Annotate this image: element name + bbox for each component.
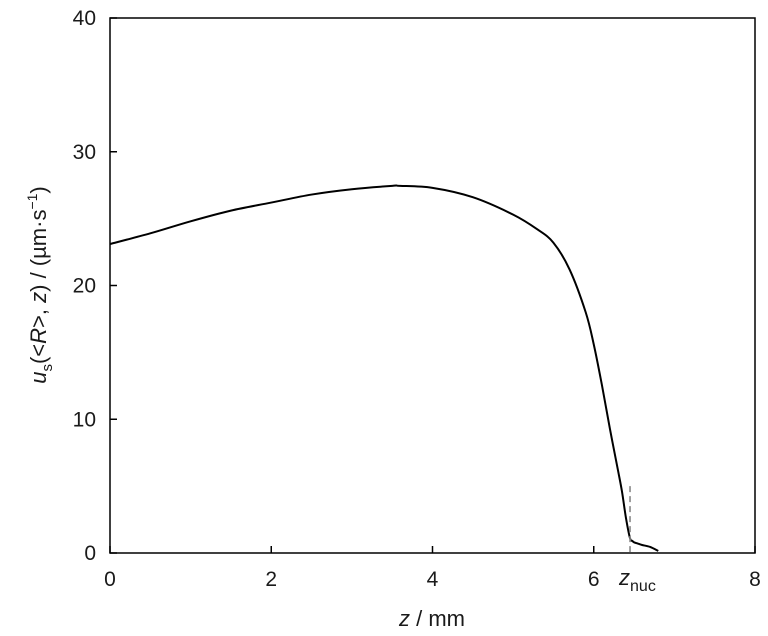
plot-area [109, 17, 756, 554]
axis-ticks: 0 2 4 6 8 0 10 20 30 40 [73, 7, 761, 591]
x-tick-label: 8 [749, 568, 761, 591]
y-tick-label: 0 [84, 542, 96, 565]
x-tick-label: 4 [427, 568, 439, 591]
x-tick-label: 2 [265, 568, 277, 591]
y-tick-label: 20 [73, 275, 96, 298]
z-nuc-label: znuc [618, 565, 656, 595]
x-tick-label: 0 [104, 568, 116, 591]
series-line [109, 184, 659, 552]
x-tick-label: 6 [588, 568, 600, 591]
y-tick-label: 10 [73, 408, 96, 431]
y-tick-label: 30 [73, 141, 96, 164]
y-tick-label: 40 [73, 7, 96, 30]
y-axis-label: us(<R>, z) / (µm·s−1) [24, 186, 56, 384]
x-axis-label: z / mm [398, 606, 465, 631]
